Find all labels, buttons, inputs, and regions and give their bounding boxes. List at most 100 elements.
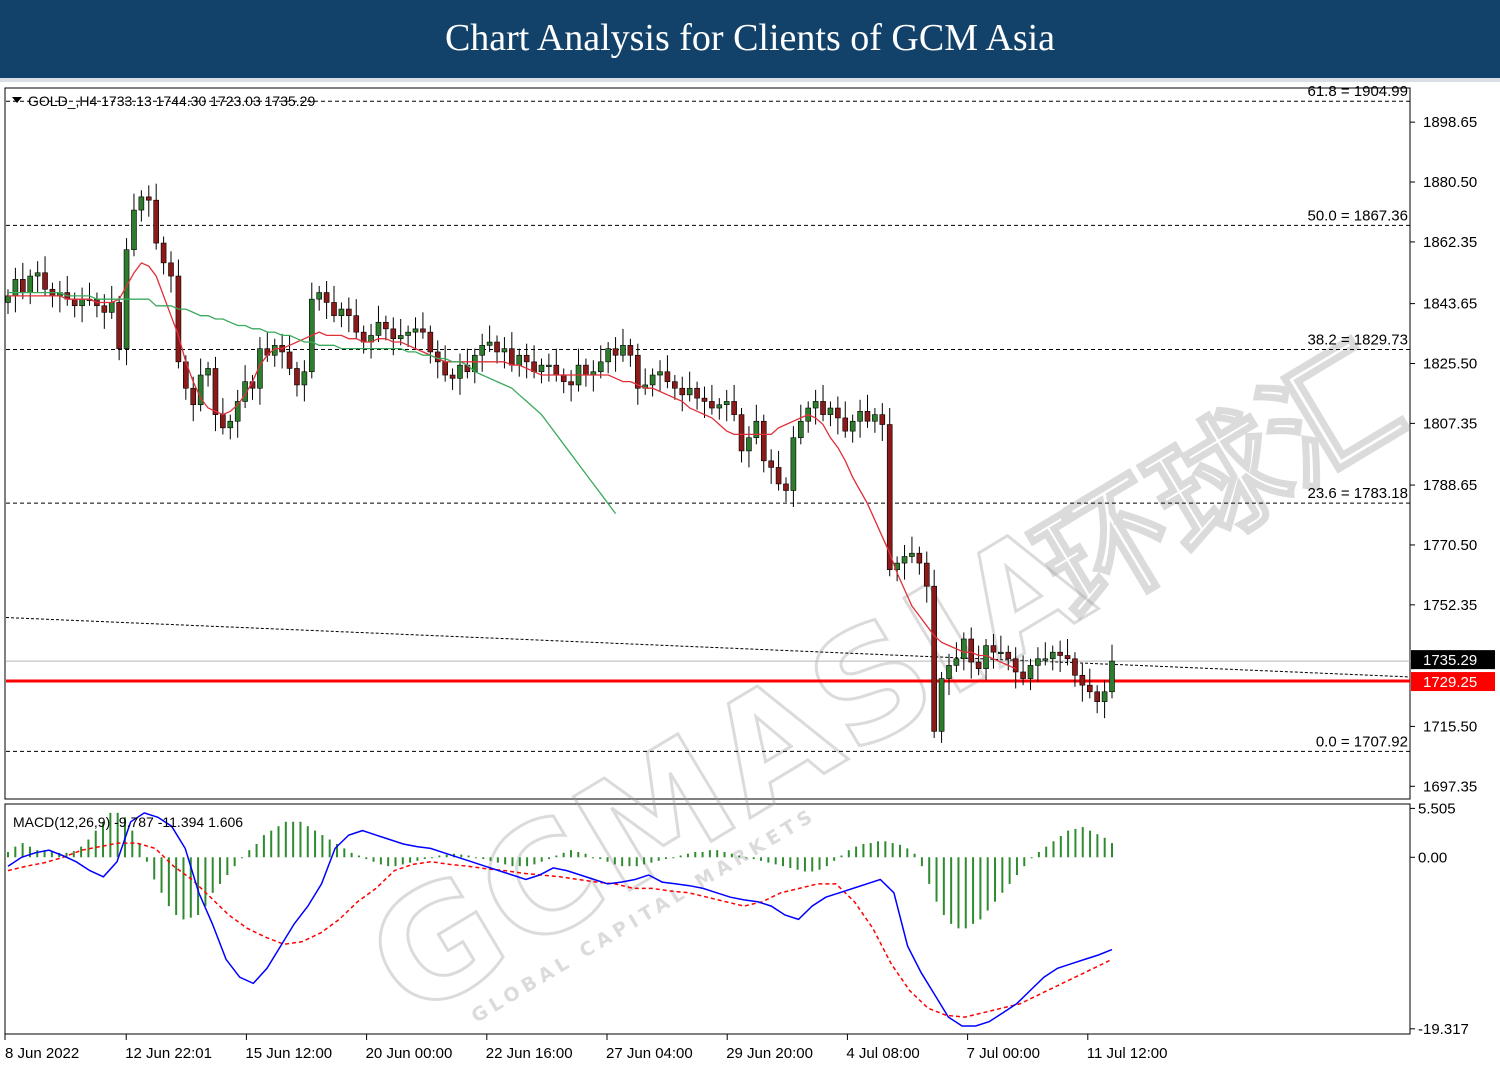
candle-body bbox=[257, 348, 263, 389]
candle-body bbox=[746, 437, 752, 452]
time-tick-label: 11 Jul 12:00 bbox=[1087, 1045, 1168, 1062]
candle-body bbox=[79, 298, 85, 307]
candle-body bbox=[1086, 684, 1093, 693]
candle-body bbox=[879, 414, 886, 425]
candle-body bbox=[864, 411, 871, 422]
candle-body bbox=[546, 364, 552, 367]
candle-body bbox=[849, 420, 856, 432]
candle-body bbox=[116, 302, 122, 349]
macd-main-line bbox=[7, 812, 1113, 1027]
candle-body bbox=[664, 371, 671, 382]
fib-label: 23.6 = 1783.18 bbox=[1307, 485, 1408, 502]
current-price-value: 1735.29 bbox=[1423, 652, 1477, 669]
fibonacci-levels: 61.8 = 1904.99 50.0 = 1867.36 38.2 = 1829.… bbox=[6, 83, 1410, 752]
time-tick-label: 8 Jun 2022 bbox=[5, 1045, 79, 1062]
ma-slow-line bbox=[8, 291, 617, 514]
candle-body bbox=[649, 374, 656, 386]
candle-body bbox=[857, 411, 863, 422]
candle-body bbox=[968, 638, 975, 663]
price-tick-label: 1788.65 bbox=[1423, 477, 1477, 494]
fib-label: 38.2 = 1829.73 bbox=[1307, 332, 1408, 349]
price-tick-label: 1898.65 bbox=[1423, 114, 1477, 131]
candle-body bbox=[605, 348, 611, 363]
macd-tick-label: -19.317 bbox=[1418, 1021, 1469, 1038]
time-tick-label: 12 Jun 22:01 bbox=[125, 1045, 212, 1062]
candle-body bbox=[1072, 658, 1078, 676]
candle-body bbox=[383, 321, 389, 330]
price-tick-label: 1825.50 bbox=[1423, 355, 1477, 372]
candle-body bbox=[597, 361, 604, 373]
current-price-badge bbox=[1411, 650, 1495, 670]
candle-body bbox=[523, 354, 530, 363]
candle-body bbox=[872, 414, 878, 422]
candle-body bbox=[27, 275, 34, 293]
price-tick-label: 1880.50 bbox=[1423, 174, 1477, 191]
candle-body bbox=[1042, 658, 1049, 661]
candle-body bbox=[405, 331, 411, 336]
candle-body bbox=[1101, 691, 1108, 702]
candle-body bbox=[1005, 651, 1012, 660]
candle-body bbox=[375, 321, 382, 336]
candle-body bbox=[990, 645, 997, 653]
time-tick-label: 22 Jun 16:00 bbox=[486, 1045, 573, 1062]
candle-body bbox=[323, 292, 330, 303]
candle-body bbox=[790, 437, 797, 491]
candle-body bbox=[220, 414, 226, 429]
candle-body bbox=[42, 272, 48, 290]
candle-body bbox=[775, 467, 782, 485]
candle-body bbox=[1035, 658, 1041, 666]
header-divider bbox=[0, 78, 1500, 82]
candle-body bbox=[975, 661, 982, 669]
candle-body bbox=[486, 341, 493, 346]
candle-body bbox=[234, 401, 241, 422]
candle-body bbox=[131, 209, 137, 250]
candle-body bbox=[553, 364, 560, 376]
candle-body bbox=[175, 275, 182, 363]
trendline-line bbox=[5, 617, 1411, 678]
candle-body bbox=[568, 381, 574, 386]
candlesticks bbox=[5, 183, 1115, 743]
candle-body bbox=[434, 351, 441, 363]
candle-body bbox=[1012, 658, 1019, 673]
price-tick-label: 1843.65 bbox=[1423, 296, 1477, 313]
candle-body bbox=[620, 345, 626, 356]
macd-signal-line bbox=[7, 842, 1113, 1018]
candle-body bbox=[716, 404, 723, 409]
candle-body bbox=[346, 308, 352, 316]
trendline bbox=[5, 617, 1411, 678]
candle-body bbox=[812, 401, 819, 409]
fib-label: 61.8 = 1904.99 bbox=[1307, 83, 1408, 100]
candle-body bbox=[998, 651, 1004, 654]
price-chart[interactable]: GCMASIA 环球汇 GLOBAL CAPITAL MARKETS 61.8 … bbox=[0, 82, 1500, 1071]
macd-plot-frame bbox=[4, 803, 1411, 1035]
candle-body bbox=[227, 420, 234, 429]
candle-body bbox=[205, 368, 211, 376]
macd-label: MACD(12,26,9) -9.787 -11.394 1.606 bbox=[13, 814, 243, 830]
time-tick-label: 29 Jun 20:00 bbox=[726, 1045, 813, 1062]
candle-body bbox=[138, 196, 145, 211]
candle-body bbox=[1109, 660, 1115, 693]
candle-body bbox=[701, 397, 708, 402]
time-tick-label: 15 Jun 12:00 bbox=[245, 1045, 332, 1062]
candle-body bbox=[412, 328, 419, 333]
candle-body bbox=[294, 368, 300, 386]
candle-body bbox=[457, 364, 463, 379]
macd-axis: 5.505 0.00 -19.317 bbox=[1410, 800, 1469, 1038]
candle-body bbox=[923, 562, 930, 587]
time-tick-label: 4 Jul 08:00 bbox=[846, 1045, 919, 1062]
candle-body bbox=[916, 552, 923, 564]
candle-body bbox=[953, 658, 960, 666]
candle-body bbox=[634, 354, 641, 389]
candle-body bbox=[509, 348, 515, 366]
time-tick-label: 20 Jun 00:00 bbox=[366, 1045, 453, 1062]
candle-body bbox=[938, 678, 945, 732]
candle-body bbox=[338, 308, 345, 316]
candle-body bbox=[1020, 671, 1026, 679]
candle-body bbox=[479, 345, 486, 356]
dropdown-triangle-icon[interactable] bbox=[12, 97, 22, 103]
candle-body bbox=[442, 361, 448, 376]
header-banner: Chart Analysis for Clients of GCM Asia bbox=[0, 0, 1500, 78]
candle-body bbox=[738, 414, 745, 452]
support-price-value: 1729.25 bbox=[1423, 674, 1477, 691]
candle-body bbox=[516, 354, 523, 366]
